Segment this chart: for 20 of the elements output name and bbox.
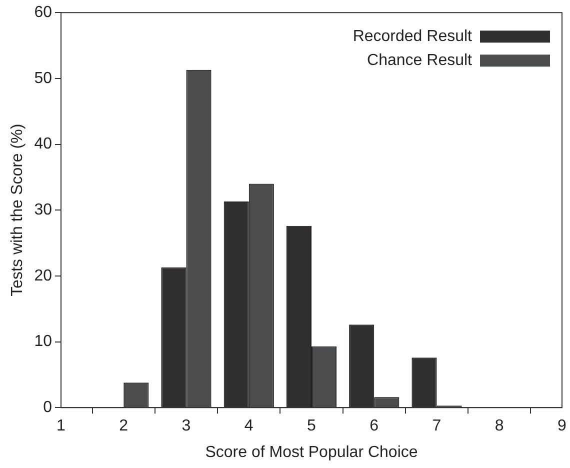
x-tick-label: 2: [119, 418, 128, 435]
y-tick-label: 60: [34, 4, 52, 22]
y-tick-label: 20: [34, 267, 52, 284]
x-tick-label: 8: [494, 418, 504, 435]
y-tick-label: 50: [34, 70, 52, 87]
x-tick-label: 4: [244, 418, 254, 435]
y-tick-label: 0: [43, 399, 52, 416]
x-tick-label: 5: [307, 418, 316, 435]
x-tick-label: 3: [182, 418, 191, 435]
x-tick-label: 9: [558, 418, 567, 435]
legend-label: Chance Result: [367, 52, 473, 70]
x-tick-label: 7: [432, 418, 442, 435]
x-axis-title: Score of Most Popular Choice: [205, 444, 418, 461]
x-tick-label: 6: [370, 418, 379, 435]
y-tick-label: 10: [34, 333, 52, 350]
x-tick-label: 1: [56, 418, 66, 435]
y-tick-label: 40: [34, 136, 52, 153]
legend-label: Recorded Result: [352, 28, 473, 46]
y-axis-title: Tests with the Score (%): [9, 124, 26, 296]
y-tick-label: 30: [34, 202, 52, 219]
